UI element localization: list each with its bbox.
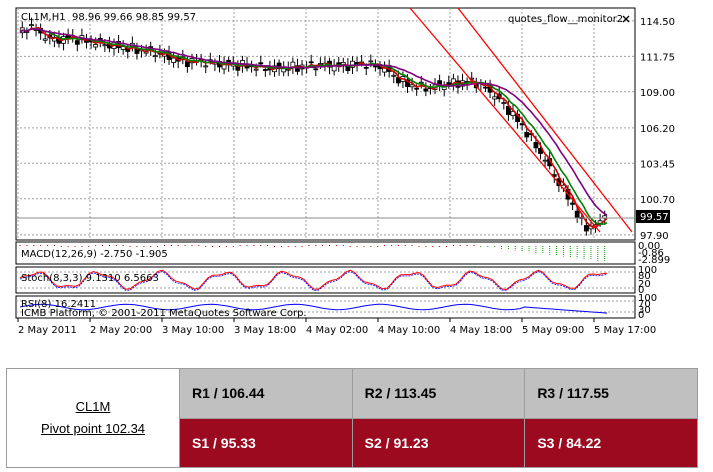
candle-body (313, 68, 319, 71)
macd-tick-1: -0.86 (638, 248, 664, 259)
pivot-symbol[interactable]: CL1M (75, 399, 111, 414)
stoch-tick-1: 80 (638, 271, 651, 282)
pivot-table: CL1M Pivot point 102.34 R1 / 106.44 R2 /… (6, 368, 698, 468)
candle-body (524, 131, 530, 138)
price-tick-2: 109.00 (640, 88, 675, 99)
price-tick-3: 106.20 (640, 124, 675, 135)
macd-label: MACD(12,26,9) -2.750 -1.905 (21, 249, 168, 260)
candle-body (405, 79, 410, 88)
candle-body (363, 66, 369, 69)
stoch-panel (15, 266, 636, 294)
ma-slow-line (19, 28, 608, 216)
macd-panel (15, 241, 636, 265)
candle-body (308, 61, 314, 64)
candle-body (556, 178, 562, 187)
time-axis: 2 May 2011 2 May 20:00 3 May 10:00 3 May 18… (17, 318, 656, 336)
r2-cell: R2 / 113.45 (351, 368, 526, 419)
r3-cell: R3 / 117.55 (524, 368, 698, 419)
pivot-symbol-cell: CL1M Pivot point 102.34 (6, 368, 180, 468)
current-price-box (636, 210, 670, 223)
macd-histogram (19, 244, 606, 262)
rsi-line (19, 303, 608, 314)
price-tick-1: 111.75 (640, 52, 675, 63)
s3-cell: S3 / 84.22 (524, 417, 698, 468)
candle-body (570, 202, 576, 205)
rsi-tick-0: 100 (638, 293, 657, 304)
time-tick-3: 3 May 18:00 (234, 325, 296, 336)
candle-body (184, 61, 190, 68)
candle-body (414, 87, 420, 90)
candle-body (533, 142, 539, 149)
x-close-icon[interactable] (622, 15, 630, 23)
price-tick-6: 97.90 (640, 231, 669, 242)
candle-body (583, 225, 589, 232)
ma-mid-line (19, 28, 608, 225)
candle-body (368, 60, 374, 63)
candle-body (120, 46, 126, 50)
rsi-label: RSI(8) 16.2411 (21, 299, 96, 310)
price-chart[interactable]: CL1M,H1 98.96 99.66 98.85 99.57 quotes_f… (0, 0, 713, 350)
candle-body (574, 210, 580, 219)
macd-tick-0: 0.00 (638, 241, 660, 252)
rsi-tick-1: 70 (638, 299, 651, 310)
time-tick-5: 4 May 10:00 (378, 325, 440, 336)
symbol-timeframe: CL1M,H1 (21, 12, 66, 23)
price-tick-0: 114.50 (640, 17, 675, 28)
s1-cell: S1 / 95.33 (179, 417, 353, 468)
candle-body (93, 44, 99, 48)
stoch-tick-3: 0 (638, 285, 644, 296)
channel-upper-line (457, 7, 633, 233)
copyright-text: ICMB Platform, © 2001-2011 MetaQuotes So… (21, 308, 307, 319)
time-tick-4: 4 May 02:00 (306, 325, 368, 336)
time-tick-6: 4 May 18:00 (450, 325, 512, 336)
moving-averages (19, 7, 633, 233)
candle-body (423, 88, 429, 92)
candle-body (171, 57, 177, 63)
macd-tick-2: -2.899 (638, 255, 670, 266)
stoch-tick-2: 20 (638, 279, 651, 290)
candle-body (519, 123, 525, 126)
stoch-line (19, 269, 608, 291)
time-tick-1: 2 May 20:00 (90, 325, 152, 336)
candle-body (492, 96, 498, 100)
ohlc-readout: 98.96 99.66 98.85 99.57 (72, 12, 196, 23)
pivot-point[interactable]: Pivot point 102.34 (40, 421, 146, 436)
candle-body (203, 65, 209, 68)
time-tick-2: 3 May 10:00 (162, 325, 224, 336)
price-tick-4: 103.45 (640, 159, 675, 170)
candle-body (258, 62, 264, 65)
window-label: quotes_flow__monitor2 (508, 14, 623, 25)
rsi-tick-2: 30 (638, 305, 651, 316)
candle-body (102, 44, 108, 47)
candle-body (501, 102, 507, 104)
time-tick-0: 2 May 2011 (18, 325, 77, 336)
s2-cell: S2 / 91.23 (351, 417, 526, 468)
candle-body (317, 63, 323, 65)
time-tick-7: 5 May 09:00 (522, 325, 584, 336)
candle-body (42, 38, 48, 41)
candle-body (510, 111, 516, 117)
price-axis: 114.50 111.75 109.00 106.20 103.45 100.70 97.9… (640, 17, 675, 242)
candle-body (262, 69, 268, 71)
time-tick-8: 5 May 17:00 (594, 325, 656, 336)
candle-body (391, 74, 397, 77)
stoch-label: Stoch(8,3,3) 9.1310 6.5663 (21, 273, 159, 284)
candle-body (373, 65, 378, 68)
candle-body (253, 68, 259, 71)
candle-body (29, 24, 34, 27)
channel-lower-line (409, 7, 601, 233)
r1-cell: R1 / 106.44 (179, 368, 353, 419)
candle-body (483, 86, 488, 89)
rsi-tick-3: 0 (638, 310, 644, 321)
current-price-label: 99.57 (640, 212, 669, 223)
candle-body (382, 67, 387, 73)
price-tick-5: 100.70 (640, 195, 675, 206)
stoch-tick-0: 100 (638, 265, 657, 276)
candle-body (152, 55, 158, 58)
main-grid (16, 8, 635, 240)
candle-body (542, 159, 548, 162)
candle-body (74, 40, 80, 45)
